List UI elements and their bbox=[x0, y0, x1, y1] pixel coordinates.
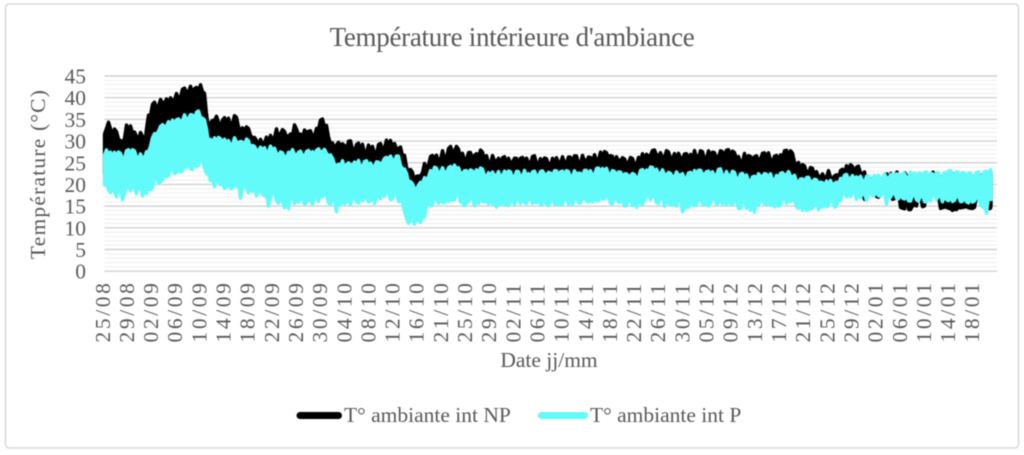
svg-text:09/12: 09/12 bbox=[719, 281, 743, 343]
svg-text:45: 45 bbox=[65, 65, 87, 89]
svg-text:15: 15 bbox=[65, 195, 87, 219]
svg-text:29/10: 29/10 bbox=[477, 281, 501, 343]
svg-text:10/11: 10/11 bbox=[550, 281, 574, 342]
svg-text:14/11: 14/11 bbox=[574, 281, 598, 342]
svg-text:Température intérieure d'ambia: Température intérieure d'ambiance bbox=[330, 22, 695, 52]
svg-text:25/10: 25/10 bbox=[453, 281, 477, 343]
svg-text:10/01: 10/01 bbox=[912, 281, 936, 343]
svg-text:10: 10 bbox=[65, 216, 87, 240]
svg-text:08/10: 08/10 bbox=[356, 281, 380, 343]
svg-text:Température (°C): Température (°C) bbox=[26, 89, 50, 259]
svg-text:35: 35 bbox=[65, 108, 87, 132]
svg-text:25: 25 bbox=[65, 151, 87, 175]
svg-text:20: 20 bbox=[65, 173, 87, 197]
svg-text:06/01: 06/01 bbox=[888, 281, 912, 343]
svg-text:05/12: 05/12 bbox=[695, 281, 719, 343]
svg-text:16/10: 16/10 bbox=[405, 281, 429, 343]
svg-text:26/09: 26/09 bbox=[284, 281, 308, 343]
svg-text:02/11: 02/11 bbox=[501, 281, 525, 342]
svg-text:22/09: 22/09 bbox=[260, 281, 284, 343]
svg-text:02/01: 02/01 bbox=[864, 281, 888, 343]
svg-text:18/01: 18/01 bbox=[960, 281, 984, 343]
svg-text:30/11: 30/11 bbox=[670, 281, 694, 342]
svg-text:06/09: 06/09 bbox=[163, 281, 187, 343]
svg-text:26/11: 26/11 bbox=[646, 281, 670, 342]
svg-text:25/08: 25/08 bbox=[91, 281, 115, 343]
svg-text:18/11: 18/11 bbox=[598, 281, 622, 342]
svg-text:0: 0 bbox=[75, 260, 86, 284]
svg-text:06/11: 06/11 bbox=[526, 281, 550, 342]
svg-text:02/09: 02/09 bbox=[139, 281, 163, 343]
svg-text:30: 30 bbox=[65, 130, 87, 154]
svg-text:T° ambiante int P: T° ambiante int P bbox=[590, 403, 741, 427]
svg-text:14/01: 14/01 bbox=[936, 281, 960, 343]
svg-text:40: 40 bbox=[65, 86, 87, 110]
svg-text:21/10: 21/10 bbox=[429, 281, 453, 343]
svg-text:30/09: 30/09 bbox=[308, 281, 332, 343]
svg-text:17/12: 17/12 bbox=[767, 281, 791, 343]
svg-text:04/10: 04/10 bbox=[332, 281, 356, 343]
svg-text:18/09: 18/09 bbox=[236, 281, 260, 343]
svg-text:5: 5 bbox=[75, 238, 86, 262]
svg-text:21/12: 21/12 bbox=[791, 281, 815, 343]
svg-text:10/09: 10/09 bbox=[187, 281, 211, 343]
svg-text:29/08: 29/08 bbox=[115, 281, 139, 343]
svg-text:25/12: 25/12 bbox=[815, 281, 839, 343]
svg-text:14/09: 14/09 bbox=[212, 281, 236, 343]
svg-text:12/10: 12/10 bbox=[381, 281, 405, 343]
svg-text:13/12: 13/12 bbox=[743, 281, 767, 343]
svg-text:Date jj/mm: Date jj/mm bbox=[500, 348, 598, 372]
svg-text:T° ambiante int NP: T° ambiante int NP bbox=[344, 403, 511, 427]
svg-text:29/12: 29/12 bbox=[840, 281, 864, 343]
svg-text:22/11: 22/11 bbox=[622, 281, 646, 342]
